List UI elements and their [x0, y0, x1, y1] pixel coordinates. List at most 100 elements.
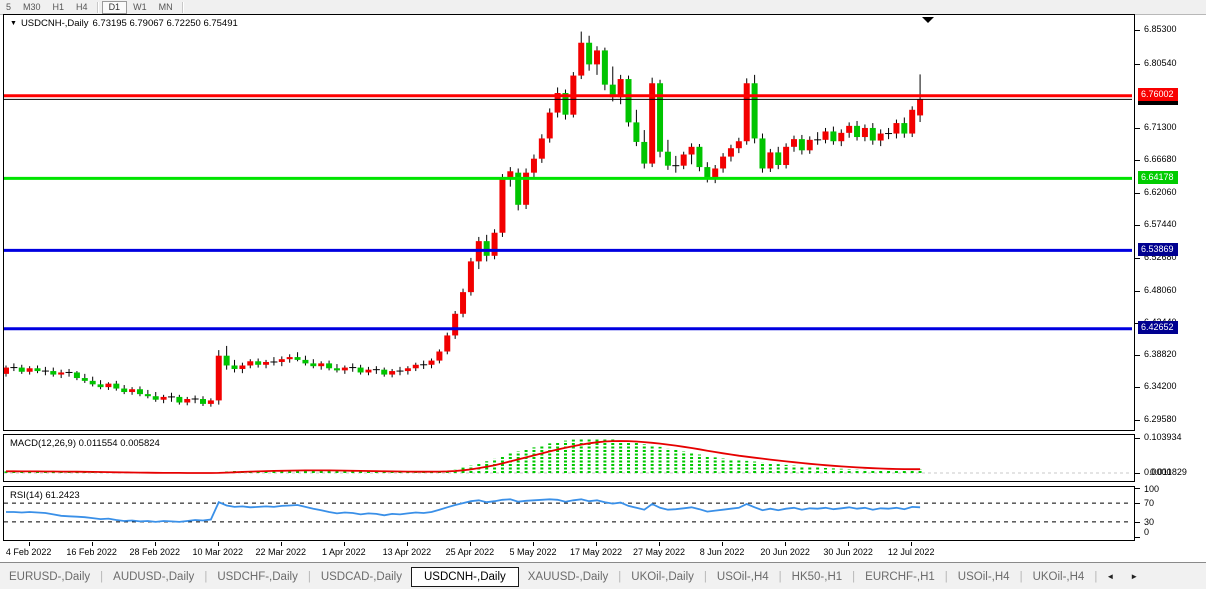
tab-separator: | — [618, 570, 622, 583]
date-axis-tick — [532, 542, 534, 546]
date-axis-tick — [91, 542, 93, 546]
candle — [333, 368, 340, 371]
date-axis[interactable]: 4 Feb 2022 16 Feb 2022 28 Feb 2022 10 Mar 2… — [3, 542, 1134, 561]
chart-tab-usoil-h4[interactable]: USOil-,H4 — [716, 570, 769, 583]
candle — [515, 172, 522, 205]
chart-tab-eurusd-daily[interactable]: EURUSD-,Daily — [9, 570, 91, 583]
timeframe-button-d1[interactable]: D1 — [101, 0, 128, 14]
price-axis-label: 6.71300 — [1144, 122, 1177, 133]
rsi-axis-label: 70 — [1144, 497, 1155, 508]
tab-scroll-left-icon[interactable]: ◄ — [1106, 572, 1115, 581]
rsi-axis-tick — [1135, 537, 1140, 538]
candle — [798, 139, 805, 151]
tab-separator: | — [852, 570, 856, 583]
candle — [357, 367, 364, 373]
date-label: 25 Apr 2022 — [445, 547, 495, 557]
date-label: 22 Mar 2022 — [255, 547, 307, 557]
date-axis-tick — [722, 542, 724, 546]
candle — [97, 384, 104, 388]
candle — [73, 372, 80, 379]
chart-symbol-period: USDCNH-,Daily — [20, 18, 89, 29]
candle — [696, 146, 703, 168]
macd-pane[interactable]: MACD(12,26,9) 0.011554 0.005824 — [3, 434, 1135, 482]
candle — [263, 361, 270, 365]
candle — [720, 156, 727, 169]
chart-tab-eurchf-h1[interactable]: EURCHF-,H1 — [865, 570, 935, 583]
chart-tab-usoil-h4[interactable]: USOil-,H4 — [957, 570, 1010, 583]
candle — [310, 363, 317, 367]
timeframe-button-h1[interactable]: H1 — [52, 1, 65, 12]
date-axis-tick — [848, 542, 850, 546]
price-pane[interactable]: ▼ USDCNH-,Daily 6.73195 6.79067 6.72250 … — [3, 14, 1135, 431]
candle — [901, 123, 908, 134]
price-axis-label: 6.34200 — [1144, 381, 1177, 392]
chart-tab-audusd-daily[interactable]: AUDUSD-,Daily — [113, 570, 195, 583]
candle — [861, 127, 868, 138]
chart-tab-ukoil-h4[interactable]: UKOil-,H4 — [1032, 570, 1085, 583]
candle — [546, 112, 553, 139]
timeframe-button-mn[interactable]: MN — [158, 1, 173, 12]
tab-separator: | — [1019, 570, 1023, 583]
timeframe-button-h4[interactable]: H4 — [76, 1, 88, 12]
candle — [121, 388, 128, 393]
price-axis-label: 6.57440 — [1144, 218, 1177, 229]
candle — [483, 241, 490, 256]
timeframe-button-5[interactable]: 5 — [6, 1, 12, 12]
candle — [176, 396, 183, 403]
timeframe-button-w1[interactable]: W1 — [133, 1, 147, 12]
candle — [822, 131, 829, 140]
candle — [846, 125, 853, 133]
candle — [318, 363, 325, 367]
chart-tab-usdchf-daily[interactable]: USDCHF-,Daily — [217, 570, 298, 583]
date-axis-tick — [785, 542, 787, 546]
candle — [278, 359, 285, 362]
price-axis-label: 6.66680 — [1144, 154, 1177, 165]
price-axis[interactable]: 6.85300 6.80540 6.71300 6.66680 6.62060 6.574… — [1135, 14, 1206, 541]
candle — [499, 178, 506, 233]
chart-tab-usdcnh-daily[interactable]: USDCNH-,Daily — [410, 566, 519, 587]
macd-axis-max-label: 0.103934 — [1144, 432, 1182, 442]
price-chart[interactable] — [4, 15, 1132, 428]
price-axis-tick — [1135, 63, 1140, 65]
macd-axis-tick — [1135, 473, 1140, 474]
candle — [491, 232, 498, 256]
macd-chart[interactable] — [4, 435, 1132, 479]
price-axis-tick — [1135, 355, 1140, 357]
candle — [783, 146, 790, 165]
chart-shift-marker-icon — [922, 17, 934, 23]
candle — [89, 380, 96, 385]
toolbar-separator — [96, 1, 99, 13]
chart-tab-bar: EURUSD-,Daily | AUDUSD-,Daily | USDCHF-,Dail… — [0, 562, 1206, 589]
chart-tab-xauusd-daily[interactable]: XAUUSD-,Daily — [527, 570, 609, 583]
price-axis-label: 6.62060 — [1144, 186, 1177, 197]
candle — [751, 83, 758, 139]
date-label: 10 Mar 2022 — [192, 547, 244, 557]
chart-tab-hk50-h1[interactable]: HK50-,H1 — [791, 570, 843, 583]
timeframe-button-m30[interactable]: M30 — [23, 1, 41, 12]
tab-separator: | — [778, 570, 782, 583]
date-label: 12 Jul 2022 — [887, 547, 935, 557]
candle — [129, 389, 136, 393]
candle — [641, 141, 648, 164]
rsi-pane[interactable]: RSI(14) 61.2423 — [3, 486, 1135, 541]
rsi-axis-tick — [1135, 502, 1140, 504]
candle — [893, 123, 900, 134]
candle — [830, 131, 837, 142]
candle — [586, 42, 593, 65]
date-axis-tick — [596, 542, 597, 546]
tab-scroll-right-icon[interactable]: ► — [1130, 572, 1139, 581]
symbol-dropdown-icon[interactable]: ▼ — [10, 20, 17, 27]
chart-tab-usdcad-daily[interactable]: USDCAD-,Daily — [320, 570, 402, 583]
candle — [381, 369, 388, 375]
chart-tab-ukoil-daily[interactable]: UKOil-,Daily — [631, 570, 694, 583]
candle — [436, 351, 443, 361]
candle — [877, 133, 884, 141]
candle — [444, 335, 451, 352]
price-axis-tick — [1135, 192, 1140, 194]
candle — [791, 139, 797, 147]
date-label: 17 May 2022 — [569, 547, 623, 557]
date-axis-tick — [217, 542, 219, 546]
rsi-chart[interactable] — [4, 487, 1132, 538]
candle — [207, 400, 214, 404]
candle — [81, 378, 88, 381]
